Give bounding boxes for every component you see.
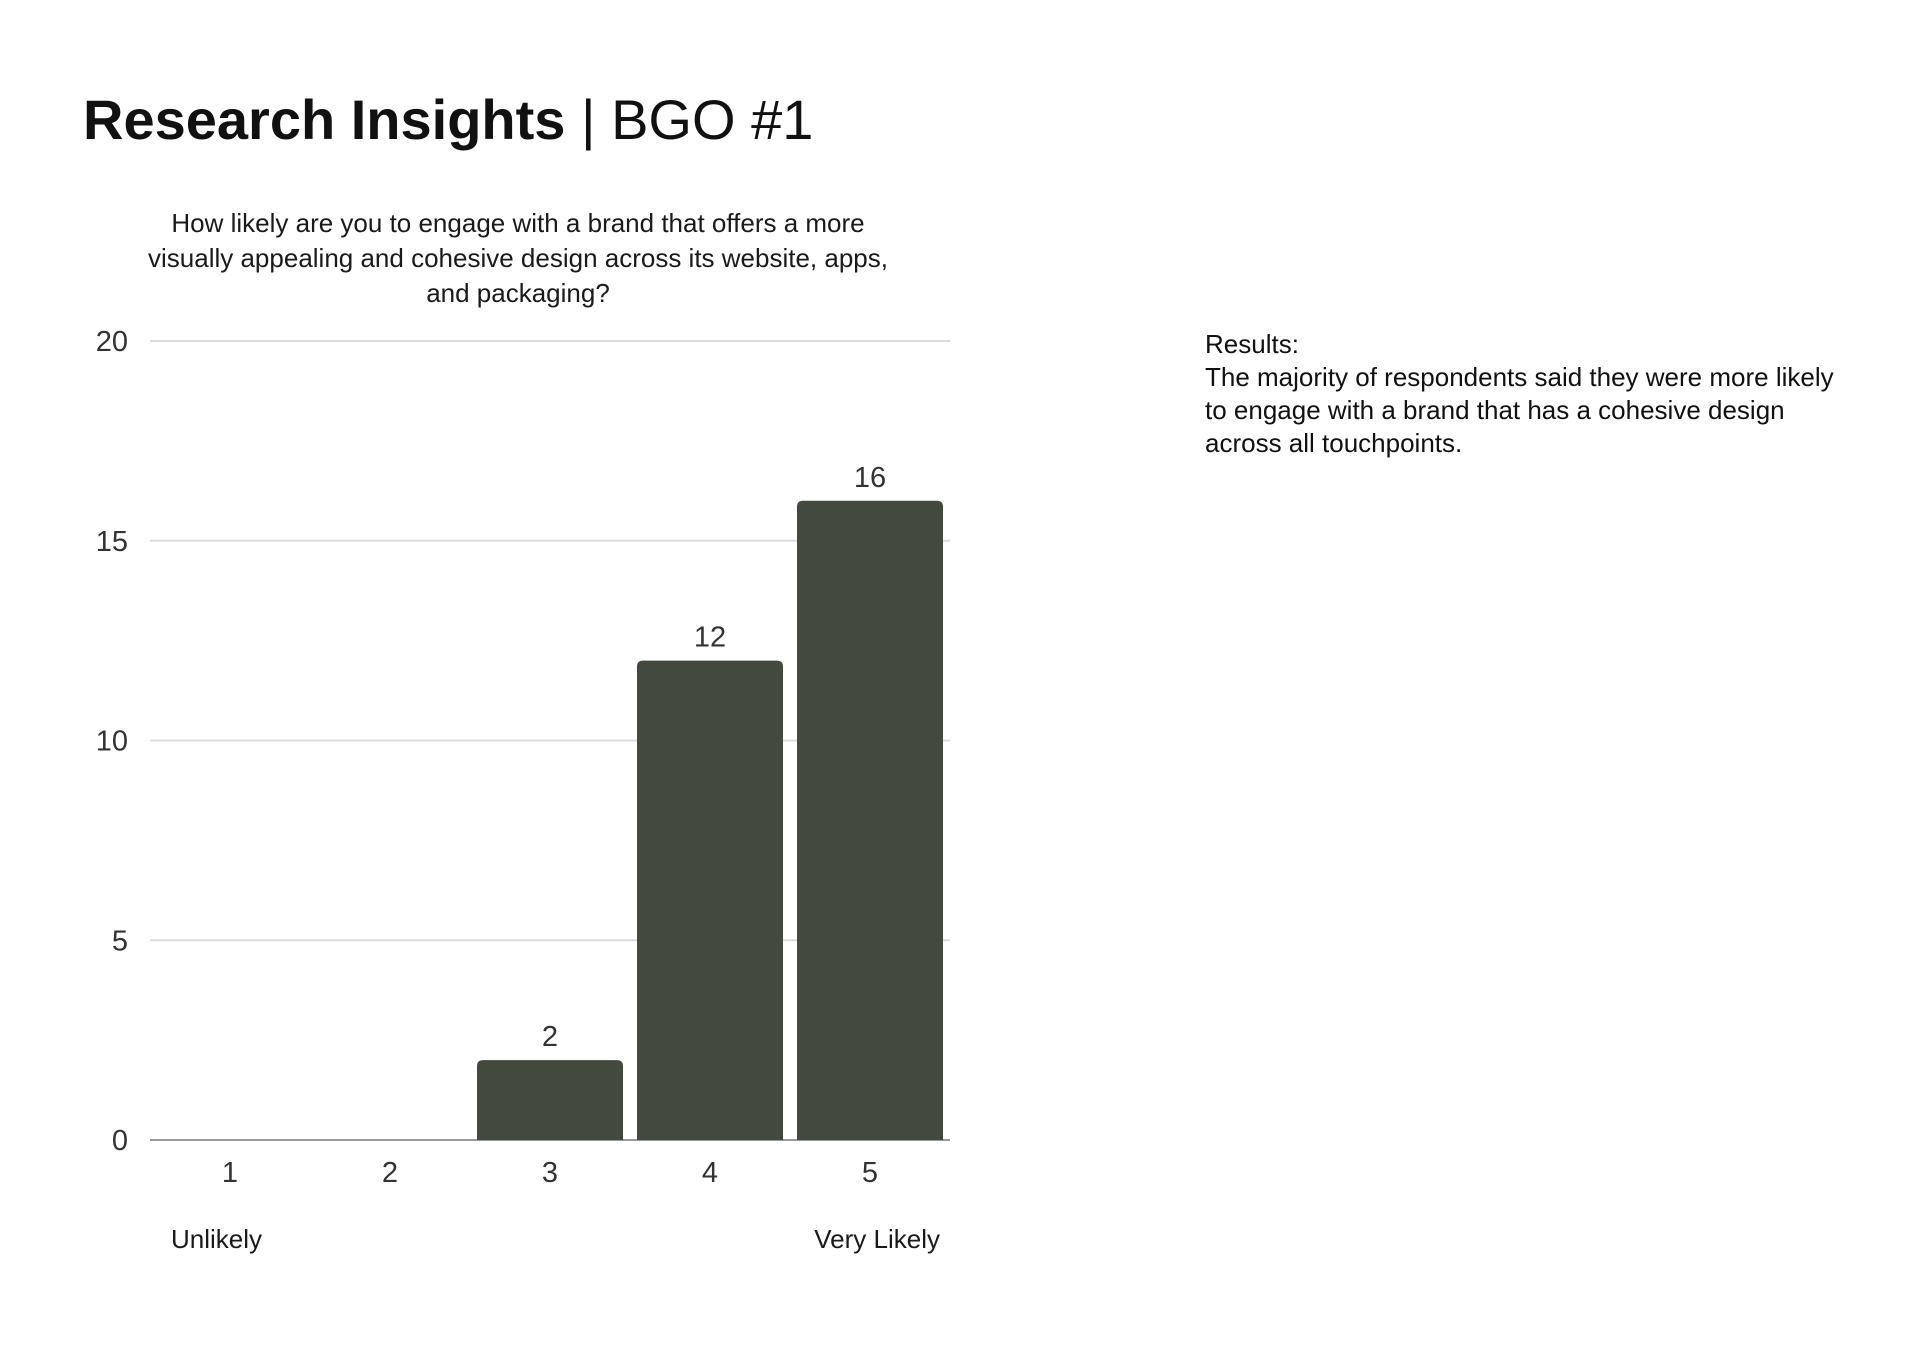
data-label-3: 2 [542, 1021, 558, 1053]
bar-3 [477, 1060, 623, 1140]
x-axis-ticks: 1 2 3 4 5 [222, 1157, 878, 1189]
data-label-5: 16 [854, 462, 886, 494]
x-tick-label-2: 2 [382, 1157, 398, 1189]
scale-label-very-likely: Very Likely [814, 1224, 940, 1254]
y-tick-label: 10 [96, 726, 128, 758]
bar-5 [797, 500, 943, 1140]
scale-label-unlikely: Unlikely [171, 1224, 263, 1254]
y-tick-label: 20 [96, 326, 128, 358]
y-tick-label: 15 [96, 526, 128, 558]
data-label-4: 12 [694, 622, 726, 654]
page-title-bold: Research Insights [83, 88, 566, 151]
y-tick-label: 0 [112, 1125, 128, 1157]
data-labels: 2 12 16 [542, 462, 886, 1053]
x-tick-label-1: 1 [222, 1157, 238, 1189]
x-tick-label-3: 3 [542, 1157, 558, 1189]
x-tick-label-4: 4 [702, 1157, 718, 1189]
chart-title: How likely are you to engage with a bran… [148, 208, 888, 308]
y-tick-label: 5 [112, 925, 128, 957]
page-title-subtitle: | BGO #1 [565, 88, 814, 151]
x-tick-label-5: 5 [862, 1157, 878, 1189]
y-axis-ticks: 0 5 10 15 20 [96, 326, 128, 1157]
results-heading: Results: [1205, 329, 1299, 359]
page-title: Research Insights | BGO #1 [83, 84, 813, 156]
bars [477, 500, 943, 1140]
results-panel: Results: The majority of respondents sai… [1205, 328, 1845, 460]
results-text: The majority of respondents said they we… [1205, 362, 1834, 458]
bar-4 [637, 660, 783, 1140]
